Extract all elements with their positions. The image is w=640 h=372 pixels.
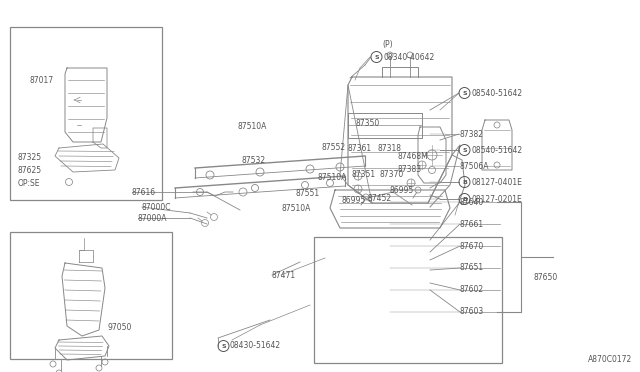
Text: 87603: 87603 [460,308,484,317]
Text: 08430-51642: 08430-51642 [230,341,281,350]
Text: 87640: 87640 [460,198,484,206]
Text: 87383: 87383 [397,164,421,173]
Text: 87552: 87552 [322,142,346,151]
Text: 97050: 97050 [108,324,132,333]
Text: 87452: 87452 [367,193,391,202]
Text: 86995: 86995 [341,196,365,205]
Text: B: B [462,196,467,202]
Text: OP:SE: OP:SE [18,179,40,187]
Text: S: S [462,148,467,153]
Text: 87532: 87532 [242,155,266,164]
Text: 87510A: 87510A [318,173,348,182]
Text: 87625: 87625 [18,166,42,174]
Bar [314,237,502,363]
Text: 87017: 87017 [30,76,54,84]
Text: A870C0172: A870C0172 [588,355,632,364]
Text: 87382: 87382 [459,129,483,138]
Text: 08127-0401E: 08127-0401E [471,177,522,186]
Text: S: S [221,343,226,349]
Text: 87471: 87471 [272,270,296,279]
Text: 08127-0201E: 08127-0201E [471,195,522,203]
Text: 87510A: 87510A [282,203,312,212]
Text: 87651: 87651 [460,263,484,273]
Bar [10,27,162,200]
Text: 08540-51642: 08540-51642 [471,89,522,97]
Text: 87602: 87602 [460,285,484,295]
Text: 87000C: 87000C [142,202,172,212]
Text: 87506A: 87506A [459,161,488,170]
Text: 87616: 87616 [132,187,156,196]
Text: 87318: 87318 [378,144,402,153]
Text: 87650: 87650 [534,273,558,282]
Text: 87551: 87551 [296,189,320,198]
Text: S: S [374,55,379,60]
Text: (P): (P) [382,39,392,48]
Text: 87370: 87370 [379,170,403,179]
Text: 08340-40642: 08340-40642 [383,52,435,61]
Text: S: S [462,90,467,96]
Text: 87325: 87325 [18,153,42,161]
Text: 87661: 87661 [460,219,484,228]
Text: 87351: 87351 [351,170,375,179]
Text: 87000A: 87000A [138,214,168,222]
Text: 86995: 86995 [390,186,414,195]
Bar [10,232,172,359]
Text: 87510A: 87510A [238,122,268,131]
Text: 87350: 87350 [355,119,380,128]
Text: 87468M: 87468M [398,151,429,160]
Text: B: B [462,180,467,185]
Text: 87670: 87670 [460,241,484,250]
Text: 87361: 87361 [347,144,371,153]
Text: 08540-51642: 08540-51642 [471,145,522,154]
